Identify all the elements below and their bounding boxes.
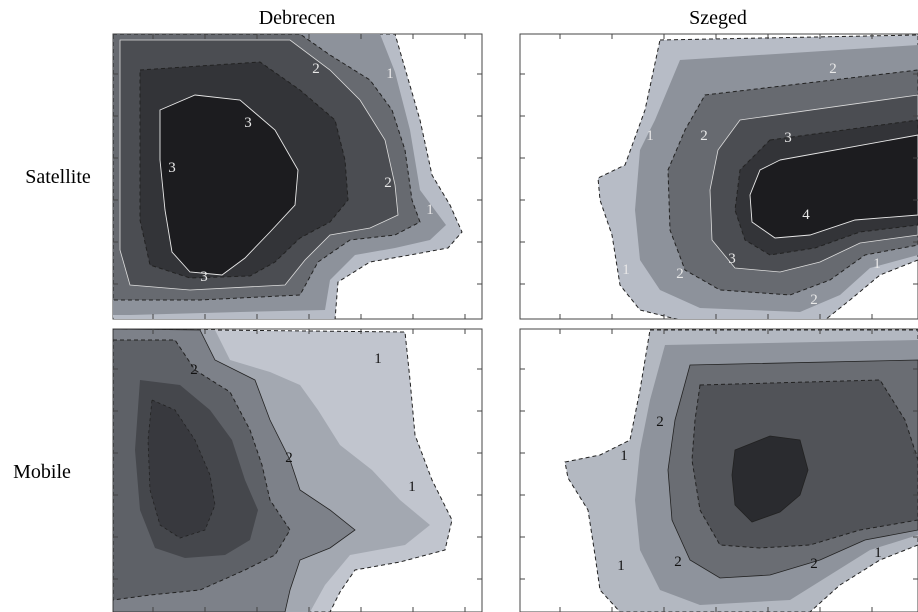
contour-label: 2 [676,266,684,282]
contour-label: 2 [312,61,320,77]
contour-label: 3 [168,160,176,176]
contour-label: 2 [656,414,664,430]
axis-ticks [113,34,918,612]
contour-label: 1 [408,479,416,495]
contour-label: 1 [426,202,434,218]
contour-label: 1 [617,558,625,574]
contour-label: 3 [200,269,208,285]
contour-band-4 [731,435,809,523]
contour-label: 2 [700,128,708,144]
contour-label: 2 [810,556,818,572]
contour-label: 1 [374,351,382,367]
contour-label: 1 [873,256,881,272]
contour-label: 3 [244,115,252,131]
contour-label: 2 [810,292,818,308]
column-title-debrecen: Debrecen [259,7,336,29]
contour-label: 3 [784,130,792,146]
contour-label: 2 [190,362,198,378]
contour-label: 2 [674,554,682,570]
row-title-satellite: Satellite [25,166,91,188]
contour-label: 2 [384,175,392,191]
contour-label: 4 [802,207,810,223]
panel-debrecen-satellite: 3 3 3 2 2 1 1 [112,33,483,320]
contour-band-5 [749,134,918,239]
contour-labels-szeged-mobile: 2 1 2 1 2 1 [617,414,882,574]
contour-label: 1 [646,128,654,144]
column-title-szeged: Szeged [689,7,747,29]
panel-szeged-mobile: 2 1 2 1 2 1 [519,328,918,612]
panel-debrecen-mobile: 2 2 1 1 [112,328,483,612]
contour-labels-debrecen-satellite: 3 3 3 2 2 1 1 [168,61,434,285]
contour-labels-szeged-satellite: 2 2 3 1 4 3 1 2 2 1 [622,61,881,308]
contour-label: 2 [285,450,293,466]
contour-label: 1 [386,66,394,82]
contour-labels-debrecen-mobile: 2 2 1 1 [190,351,416,495]
row-title-mobile: Mobile [13,461,71,483]
contour-label: 1 [874,545,882,561]
contour-label: 1 [622,262,630,278]
contour-label: 1 [620,448,628,464]
contour-band-5 [147,399,216,539]
contour-label: 2 [829,61,837,77]
contour-band-5 [159,94,299,276]
contour-label: 3 [728,251,736,267]
panel-szeged-satellite: 2 2 3 1 4 3 1 2 2 1 [519,33,918,320]
